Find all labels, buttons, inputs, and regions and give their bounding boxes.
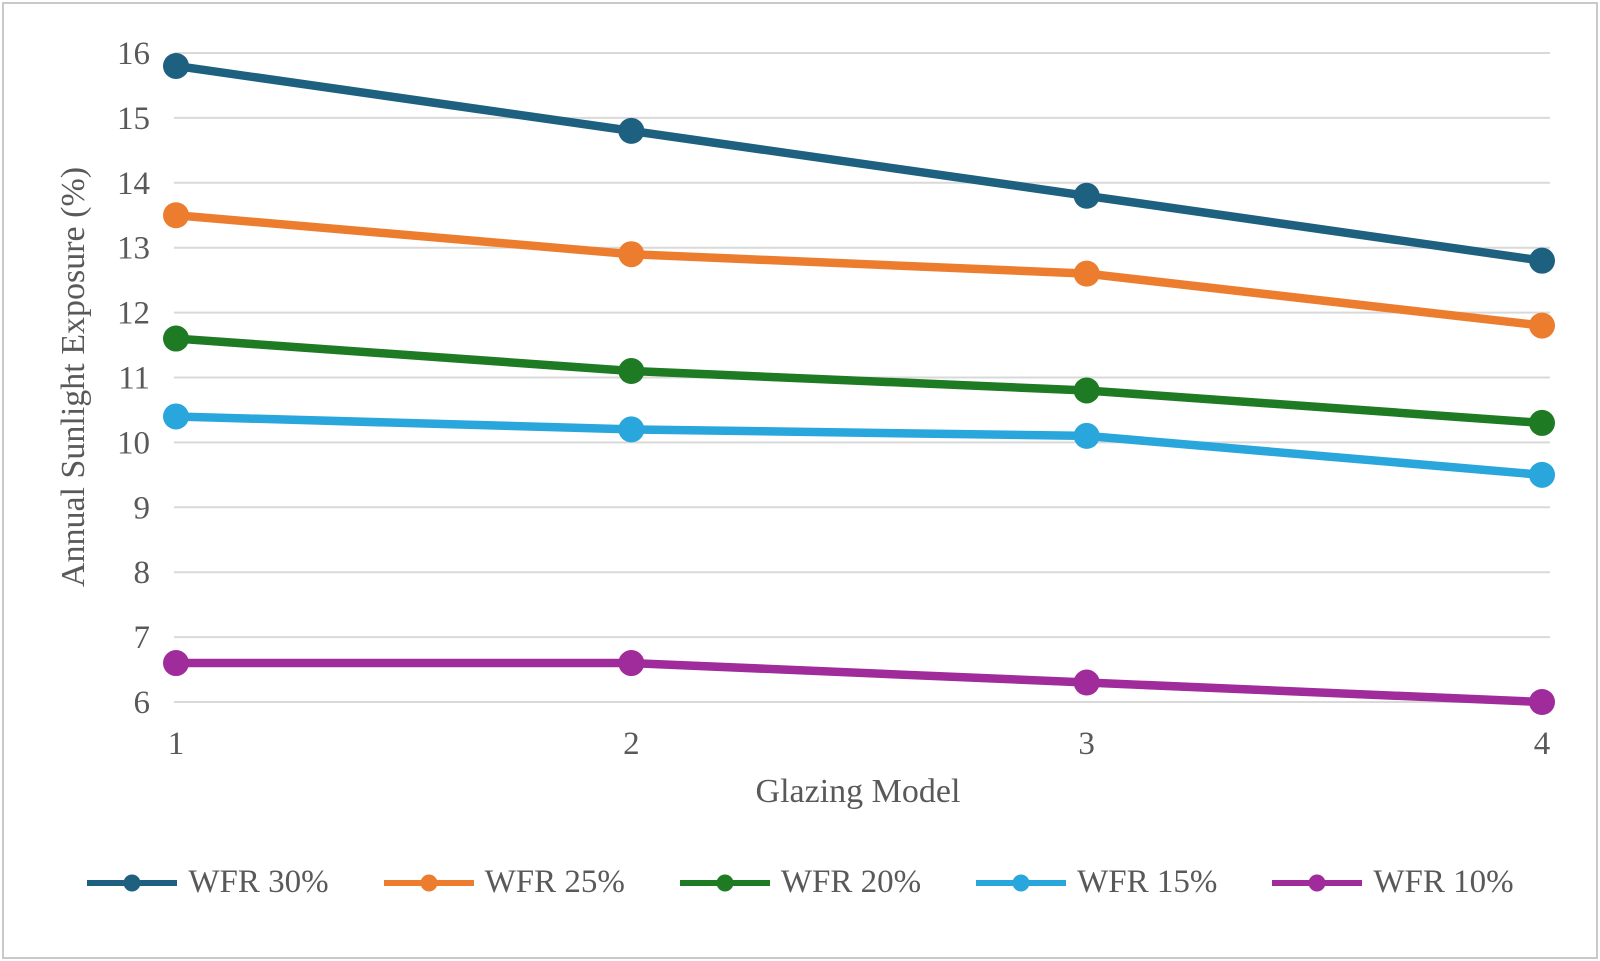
data-point-wfr-20-x3 [1073, 377, 1100, 404]
series-line-wfr-30 [171, 61, 1547, 265]
data-point-wfr-25-x3 [1073, 260, 1100, 287]
y-tick-label-14: 14 [117, 166, 150, 202]
data-point-wfr-20-x2 [618, 358, 645, 385]
series-line-wfr-20 [171, 334, 1547, 428]
data-point-wfr-30-x4 [1529, 247, 1555, 274]
legend-marker-wfr-25 [383, 874, 474, 891]
legend-item-wfr-25: WFR 25% [383, 864, 625, 901]
legend-marker-wfr-30 [87, 874, 178, 891]
legend-marker-wfr-15 [976, 874, 1067, 891]
y-tick-label-10: 10 [117, 425, 150, 461]
series-line-wfr-25 [171, 211, 1547, 330]
legend: WFR 30% WFR 25% WFR 20% WFR 15% [4, 864, 1596, 901]
x-tick-label-4: 4 [1534, 726, 1551, 762]
x-tick-label-1: 1 [168, 726, 185, 762]
data-point-wfr-20-x1 [163, 325, 189, 352]
data-point-wfr-25-x1 [163, 202, 189, 229]
data-point-wfr-15-x1 [163, 403, 189, 430]
legend-item-wfr-15: WFR 15% [975, 864, 1217, 901]
legend-item-wfr-10: WFR 10% [1271, 864, 1514, 901]
series-line-wfr-10 [171, 658, 1547, 707]
data-point-wfr-25-x4 [1529, 312, 1555, 339]
data-point-wfr-30-x2 [618, 117, 645, 144]
data-point-wfr-10-x2 [618, 650, 645, 677]
data-point-wfr-15-x4 [1529, 461, 1555, 488]
data-point-wfr-25-x2 [618, 241, 645, 268]
data-point-wfr-30-x1 [163, 52, 189, 79]
y-tick-label-8: 8 [134, 555, 151, 591]
data-point-wfr-15-x3 [1073, 422, 1100, 449]
y-tick-label-6: 6 [134, 685, 151, 721]
y-tick-label-12: 12 [117, 296, 150, 332]
x-axis-tick-labels: 1 2 3 4 [168, 726, 1551, 762]
data-point-wfr-10-x3 [1073, 669, 1100, 696]
y-tick-label-9: 9 [134, 490, 151, 526]
legend-label-wfr-30: WFR 30% [188, 864, 329, 900]
data-point-wfr-15-x2 [618, 416, 645, 443]
x-tick-label-2: 2 [623, 726, 640, 762]
x-axis-title: Glazing Model [756, 773, 961, 810]
legend-label-wfr-20: WFR 20% [780, 864, 922, 900]
y-tick-label-13: 13 [117, 231, 150, 267]
y-tick-label-11: 11 [118, 361, 150, 397]
data-point-wfr-10-x1 [163, 650, 189, 677]
y-tick-label-7: 7 [134, 620, 151, 656]
x-tick-label-3: 3 [1078, 726, 1095, 762]
data-point-wfr-10-x4 [1529, 689, 1555, 715]
y-tick-label-16: 16 [117, 36, 150, 72]
y-axis-title: Annual Sunlight Exposure (%) [55, 167, 92, 587]
series-group [163, 52, 1555, 715]
legend-item-wfr-30: WFR 30% [86, 864, 329, 901]
legend-label-wfr-25: WFR 25% [484, 864, 625, 900]
legend-marker-wfr-10 [1272, 874, 1363, 891]
data-point-wfr-30-x3 [1073, 182, 1100, 209]
y-axis-tick-labels: 6 7 8 9 10 11 12 13 14 15 16 [117, 36, 150, 721]
legend-label-wfr-15: WFR 15% [1077, 864, 1218, 900]
legend-item-wfr-20: WFR 20% [679, 864, 921, 901]
data-point-wfr-20-x4 [1529, 409, 1555, 436]
legend-label-wfr-10: WFR 10% [1373, 864, 1514, 900]
legend-marker-wfr-20 [679, 874, 770, 891]
y-tick-label-15: 15 [117, 101, 150, 137]
series-line-wfr-15 [171, 412, 1547, 480]
